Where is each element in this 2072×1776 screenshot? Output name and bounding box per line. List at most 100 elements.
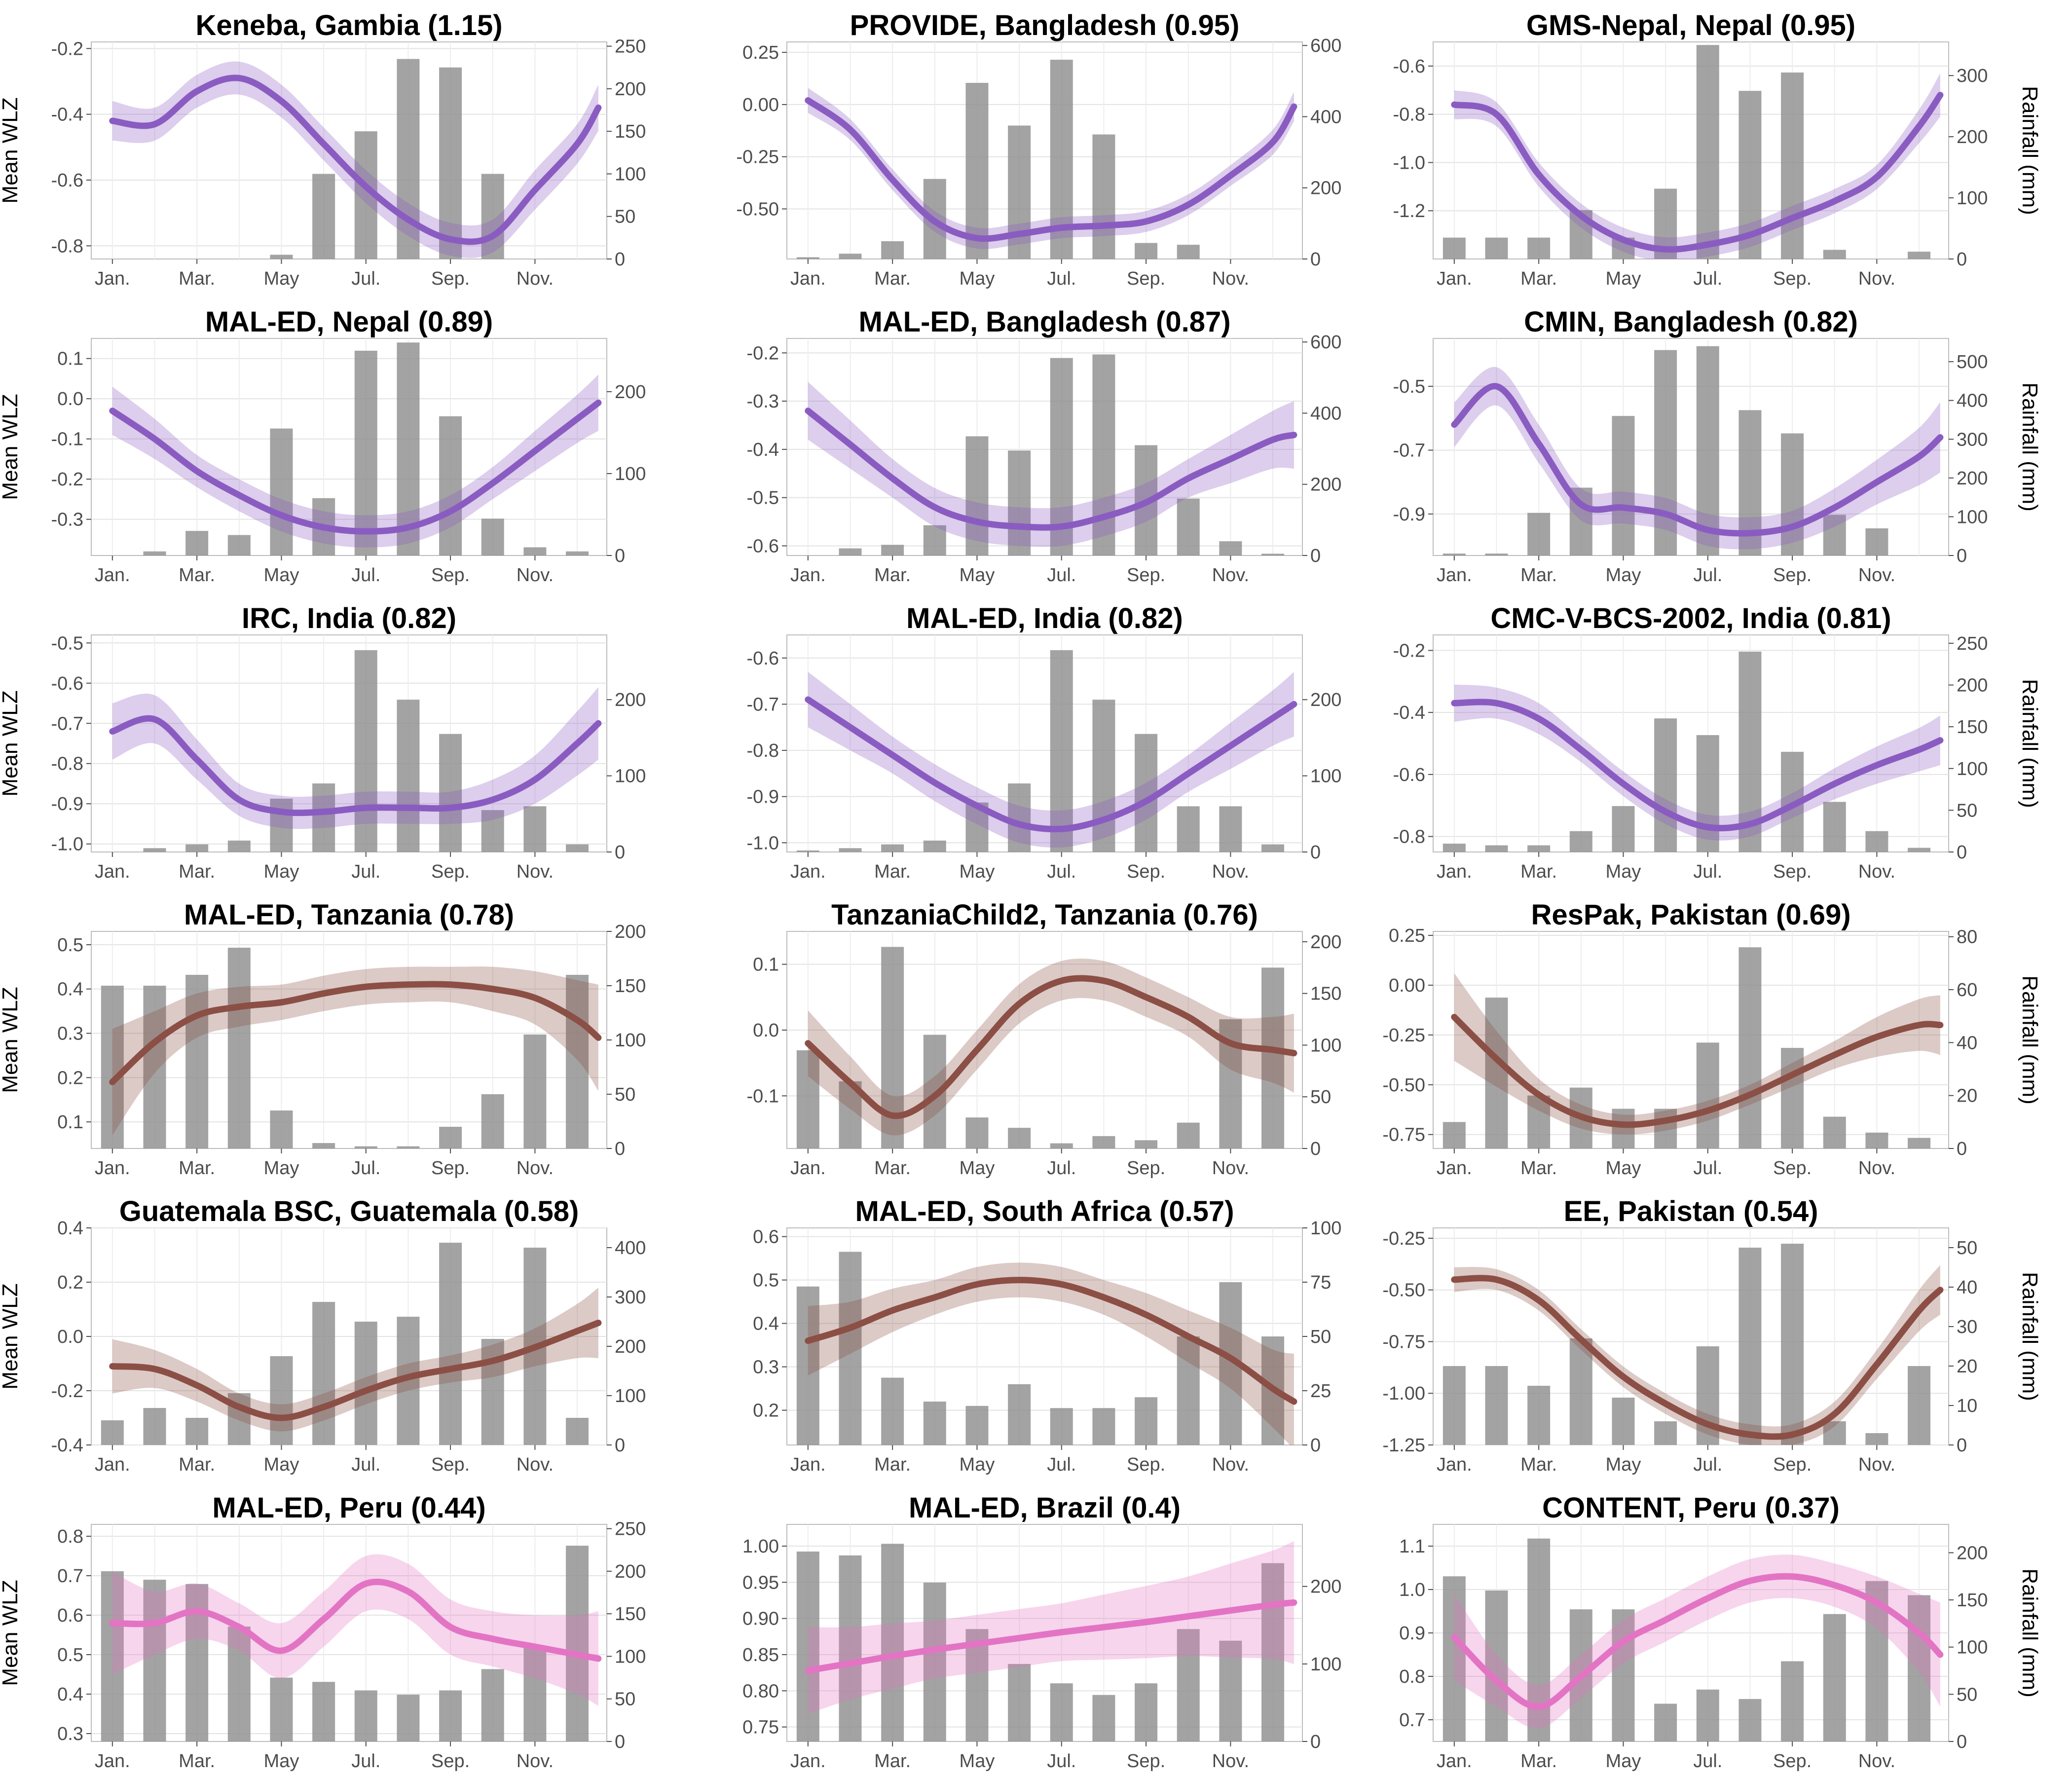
rainfall-bar (101, 986, 124, 1148)
y-tick-label: -0.6 (1393, 56, 1425, 77)
y-tick-label: -0.6 (747, 648, 779, 669)
rainfall-bar (312, 1143, 335, 1148)
x-tick-label: Jul. (1693, 1158, 1722, 1179)
rainfall-bar (1696, 735, 1719, 852)
rainfall-bar (1177, 1122, 1200, 1148)
x-tick-label: Jan. (95, 1454, 130, 1475)
wlz-line (805, 97, 1297, 242)
x-tick-label: Sep. (1773, 268, 1812, 289)
rainfall-tick-label: 20 (1957, 1086, 1977, 1107)
panel-title: Keneba, Gambia (1.15) (195, 9, 502, 41)
x-tick-label: May (264, 565, 299, 586)
rainfall-bar (1177, 245, 1200, 259)
wlz-line (109, 715, 602, 816)
x-tick-label: Jan. (790, 1158, 826, 1179)
y-tick-label: -0.6 (1393, 765, 1425, 785)
y-tick-label: 0.25 (1389, 925, 1425, 946)
y-tick-label: -0.6 (747, 536, 779, 556)
rainfall-bar (923, 840, 946, 852)
rainfall-tick-label: 200 (1957, 1543, 1988, 1563)
x-tick-label: Nov. (1212, 268, 1249, 289)
y-tick-label: 0.1 (57, 349, 83, 370)
rainfall-bar (839, 254, 862, 259)
wlz-line (109, 981, 602, 1085)
x-tick-label: Mar. (179, 1751, 215, 1772)
x-tick-label: Nov. (517, 1454, 554, 1475)
rainfall-bar (397, 342, 420, 555)
rainfall-bar (1008, 1128, 1031, 1148)
rainfall-bar (1443, 1576, 1466, 1741)
rainfall-bar (566, 1546, 589, 1741)
chart-panel: PROVIDE, Bangladesh (0.95) -0.50 -0.25 0.00… (736, 9, 1341, 289)
rainfall-bar (566, 1418, 589, 1445)
plot-area (91, 41, 607, 259)
rainfall-bar (354, 650, 377, 852)
chart-panel: IRC, India (0.82) -1.0 -0.9 -0.8 -0.7 -0.6 -0.… (0, 602, 646, 882)
x-tick-label: Jul. (351, 565, 380, 586)
rainfall-bar (923, 1582, 946, 1741)
x-tick-label: Jan. (790, 565, 826, 586)
y-tick-label: -0.2 (51, 469, 83, 490)
wlz-line (1451, 1573, 1944, 1710)
rainfall-tick-label: 400 (615, 1238, 646, 1258)
x-tick-label: Mar. (1520, 268, 1557, 289)
rainfall-tick-label: 100 (1957, 759, 1988, 779)
x-tick-label: Jan. (1437, 1751, 1472, 1772)
rainfall-bar (270, 1677, 293, 1741)
rainfall-bar (439, 1690, 462, 1741)
x-tick-label: Sep. (1773, 861, 1812, 882)
x-tick-label: May (960, 565, 995, 586)
x-tick-label: Jul. (351, 861, 380, 882)
chart-panel: Guatemala BSC, Guatemala (0.58) -0.4 -0.2 0… (0, 1195, 646, 1475)
y-tick-label: -0.1 (51, 429, 83, 450)
x-tick-label: May (264, 1158, 299, 1179)
plot-area (91, 634, 607, 852)
rainfall-tick-label: 0 (1957, 546, 1967, 566)
rainfall-tick-label: 100 (1310, 1654, 1341, 1675)
rainfall-bar (1050, 1408, 1073, 1445)
y-tick-label: 0.1 (57, 1112, 83, 1133)
rainfall-tick-label: 50 (615, 1689, 635, 1710)
x-tick-label: Sep. (1773, 1158, 1812, 1179)
x-tick-label: Mar. (1520, 861, 1557, 882)
y-tick-label: -0.5 (51, 633, 83, 654)
rainfall-bar (796, 1050, 819, 1148)
rainfall-bar (1261, 1563, 1285, 1741)
x-tick-label: Sep. (1127, 1751, 1165, 1772)
x-tick-label: Mar. (874, 1751, 911, 1772)
rainfall-tick-label: 400 (1957, 391, 1988, 411)
x-tick-label: Mar. (179, 268, 215, 289)
rainfall-bar (1654, 1703, 1677, 1741)
rainfall-tick-label: 150 (1310, 984, 1341, 1004)
x-tick-label: Sep. (431, 1751, 470, 1772)
rainfall-bar (312, 1302, 335, 1445)
rainfall-bar (523, 1035, 547, 1148)
rainfall-tick-label: 50 (1957, 1238, 1977, 1258)
rainfall-bar (227, 840, 251, 852)
rainfall-bar (1696, 1689, 1719, 1741)
chart-panel: Keneba, Gambia (1.15) -0.8 -0.6 -0.4 -0.2 0 50… (0, 9, 646, 289)
rainfall-bar (1865, 528, 1888, 555)
rainfall-tick-label: 100 (1957, 188, 1988, 209)
rainfall-bar (143, 551, 166, 555)
y-tick-label: -0.4 (51, 105, 83, 125)
rainfall-tick-label: 100 (615, 464, 646, 484)
wlz-line (1451, 383, 1944, 537)
x-tick-label: Sep. (431, 565, 470, 586)
x-tick-label: Jul. (351, 1158, 380, 1179)
rainfall-bar (1823, 250, 1846, 259)
rainfall-tick-label: 150 (1957, 1590, 1988, 1611)
wlz-line (109, 399, 602, 535)
y-tick-label: -0.8 (1393, 827, 1425, 848)
rainfall-tick-label: 150 (615, 976, 646, 997)
rainfall-bar (354, 1690, 377, 1741)
rainfall-bar (1008, 783, 1031, 852)
rainfall-bar (1569, 1338, 1592, 1445)
rainfall-bar (1823, 1614, 1846, 1741)
rainfall-axis-label: Rainfall (mm) (2018, 679, 2042, 808)
rainfall-bar (1696, 346, 1719, 555)
x-tick-label: Jul. (351, 1751, 380, 1772)
plot-area (786, 338, 1303, 556)
chart-panel: MAL-ED, India (0.82) -1.0 -0.9 -0.8 -0.7 -0.6… (747, 602, 1342, 882)
